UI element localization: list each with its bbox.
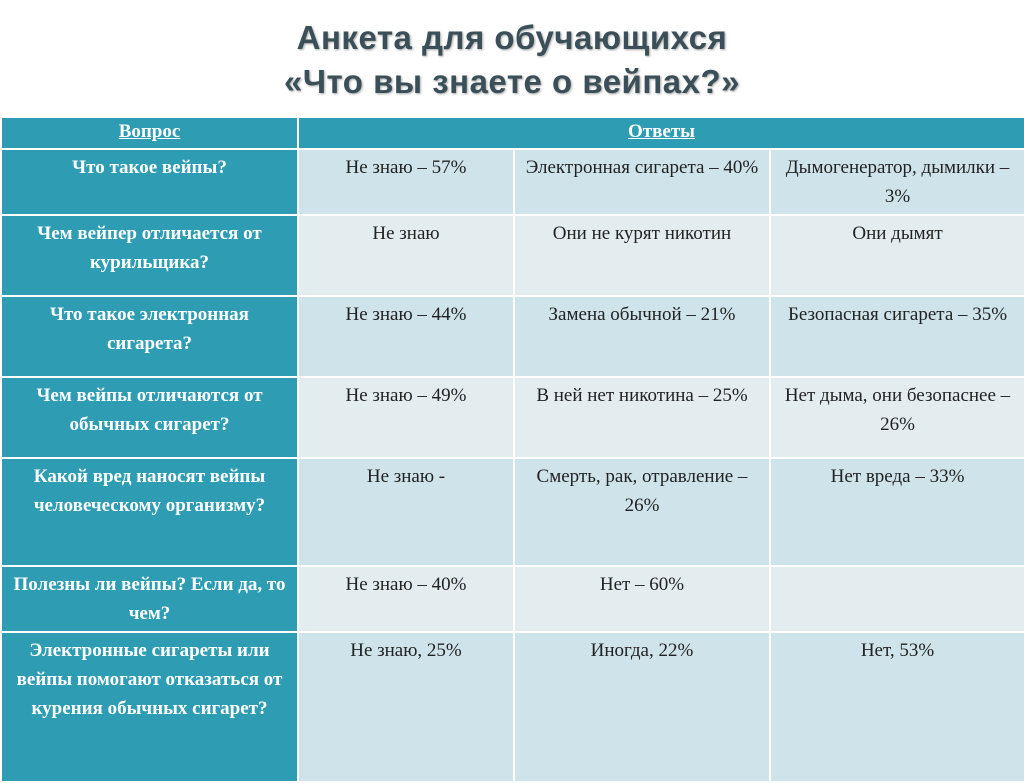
answer-cell: Они дымят — [768, 214, 1024, 297]
question-cell: Электронные сигареты или вейпы помогают … — [0, 631, 299, 783]
answer-cell: Замена обычной – 21% — [513, 295, 771, 378]
answer-cell: Дымогенератор, дымилки – 3% — [768, 148, 1024, 216]
title-line-2: «Что вы знаете о вейпах?» — [284, 63, 740, 100]
question-cell: Что такое электронная сигарета? — [0, 295, 299, 378]
table-row: Полезны ли вейпы? Если да, то чем? Не зн… — [0, 565, 1024, 633]
header-question: Вопрос — [0, 116, 299, 150]
answer-cell: Не знаю – 40% — [297, 565, 515, 633]
question-cell: Чем вейпер отличается от курильщика? — [0, 214, 299, 297]
answer-cell: Смерть, рак, отравление – 26% — [513, 457, 771, 567]
page-title: Анкета для обучающихся «Что вы знаете о … — [0, 16, 1024, 104]
title-line-1: Анкета для обучающихся — [296, 19, 728, 56]
answer-cell: Иногда, 22% — [513, 631, 771, 783]
answer-cell: В ней нет никотина – 25% — [513, 376, 771, 459]
answer-cell: Электронная сигарета – 40% — [513, 148, 771, 216]
table-row: Чем вейпер отличается от курильщика? Не … — [0, 214, 1024, 297]
table-row: Электронные сигареты или вейпы помогают … — [0, 631, 1024, 783]
question-cell: Какой вред наносят вейпы человеческому о… — [0, 457, 299, 567]
table-row: Что такое вейпы? Не знаю – 57% Электронн… — [0, 148, 1024, 216]
table-row: Какой вред наносят вейпы человеческому о… — [0, 457, 1024, 567]
table-header-row: Вопрос Ответы — [0, 116, 1024, 150]
answer-cell: Не знаю, 25% — [297, 631, 515, 783]
answer-cell — [768, 565, 1024, 633]
answer-cell: Не знаю - — [297, 457, 515, 567]
table-row: Что такое электронная сигарета? Не знаю … — [0, 295, 1024, 378]
answer-cell: Не знаю — [297, 214, 515, 297]
answer-cell: Не знаю – 44% — [297, 295, 515, 378]
table-row: Чем вейпы отличаются от обычных сигарет?… — [0, 376, 1024, 459]
survey-table: Вопрос Ответы Что такое вейпы? Не знаю –… — [0, 116, 1024, 783]
answer-cell: Нет, 53% — [768, 631, 1024, 783]
question-cell: Полезны ли вейпы? Если да, то чем? — [0, 565, 299, 633]
answer-cell: Безопасная сигарета – 35% — [768, 295, 1024, 378]
header-answers: Ответы — [296, 116, 1024, 150]
answer-cell: Нет вреда – 33% — [768, 457, 1024, 567]
answer-cell: Не знаю – 57% — [297, 148, 515, 216]
answer-cell: Не знаю – 49% — [297, 376, 515, 459]
answer-cell: Нет дыма, они безопаснее – 26% — [768, 376, 1024, 459]
question-cell: Что такое вейпы? — [0, 148, 299, 216]
question-cell: Чем вейпы отличаются от обычных сигарет? — [0, 376, 299, 459]
answer-cell: Нет – 60% — [513, 565, 771, 633]
answer-cell: Они не курят никотин — [513, 214, 771, 297]
